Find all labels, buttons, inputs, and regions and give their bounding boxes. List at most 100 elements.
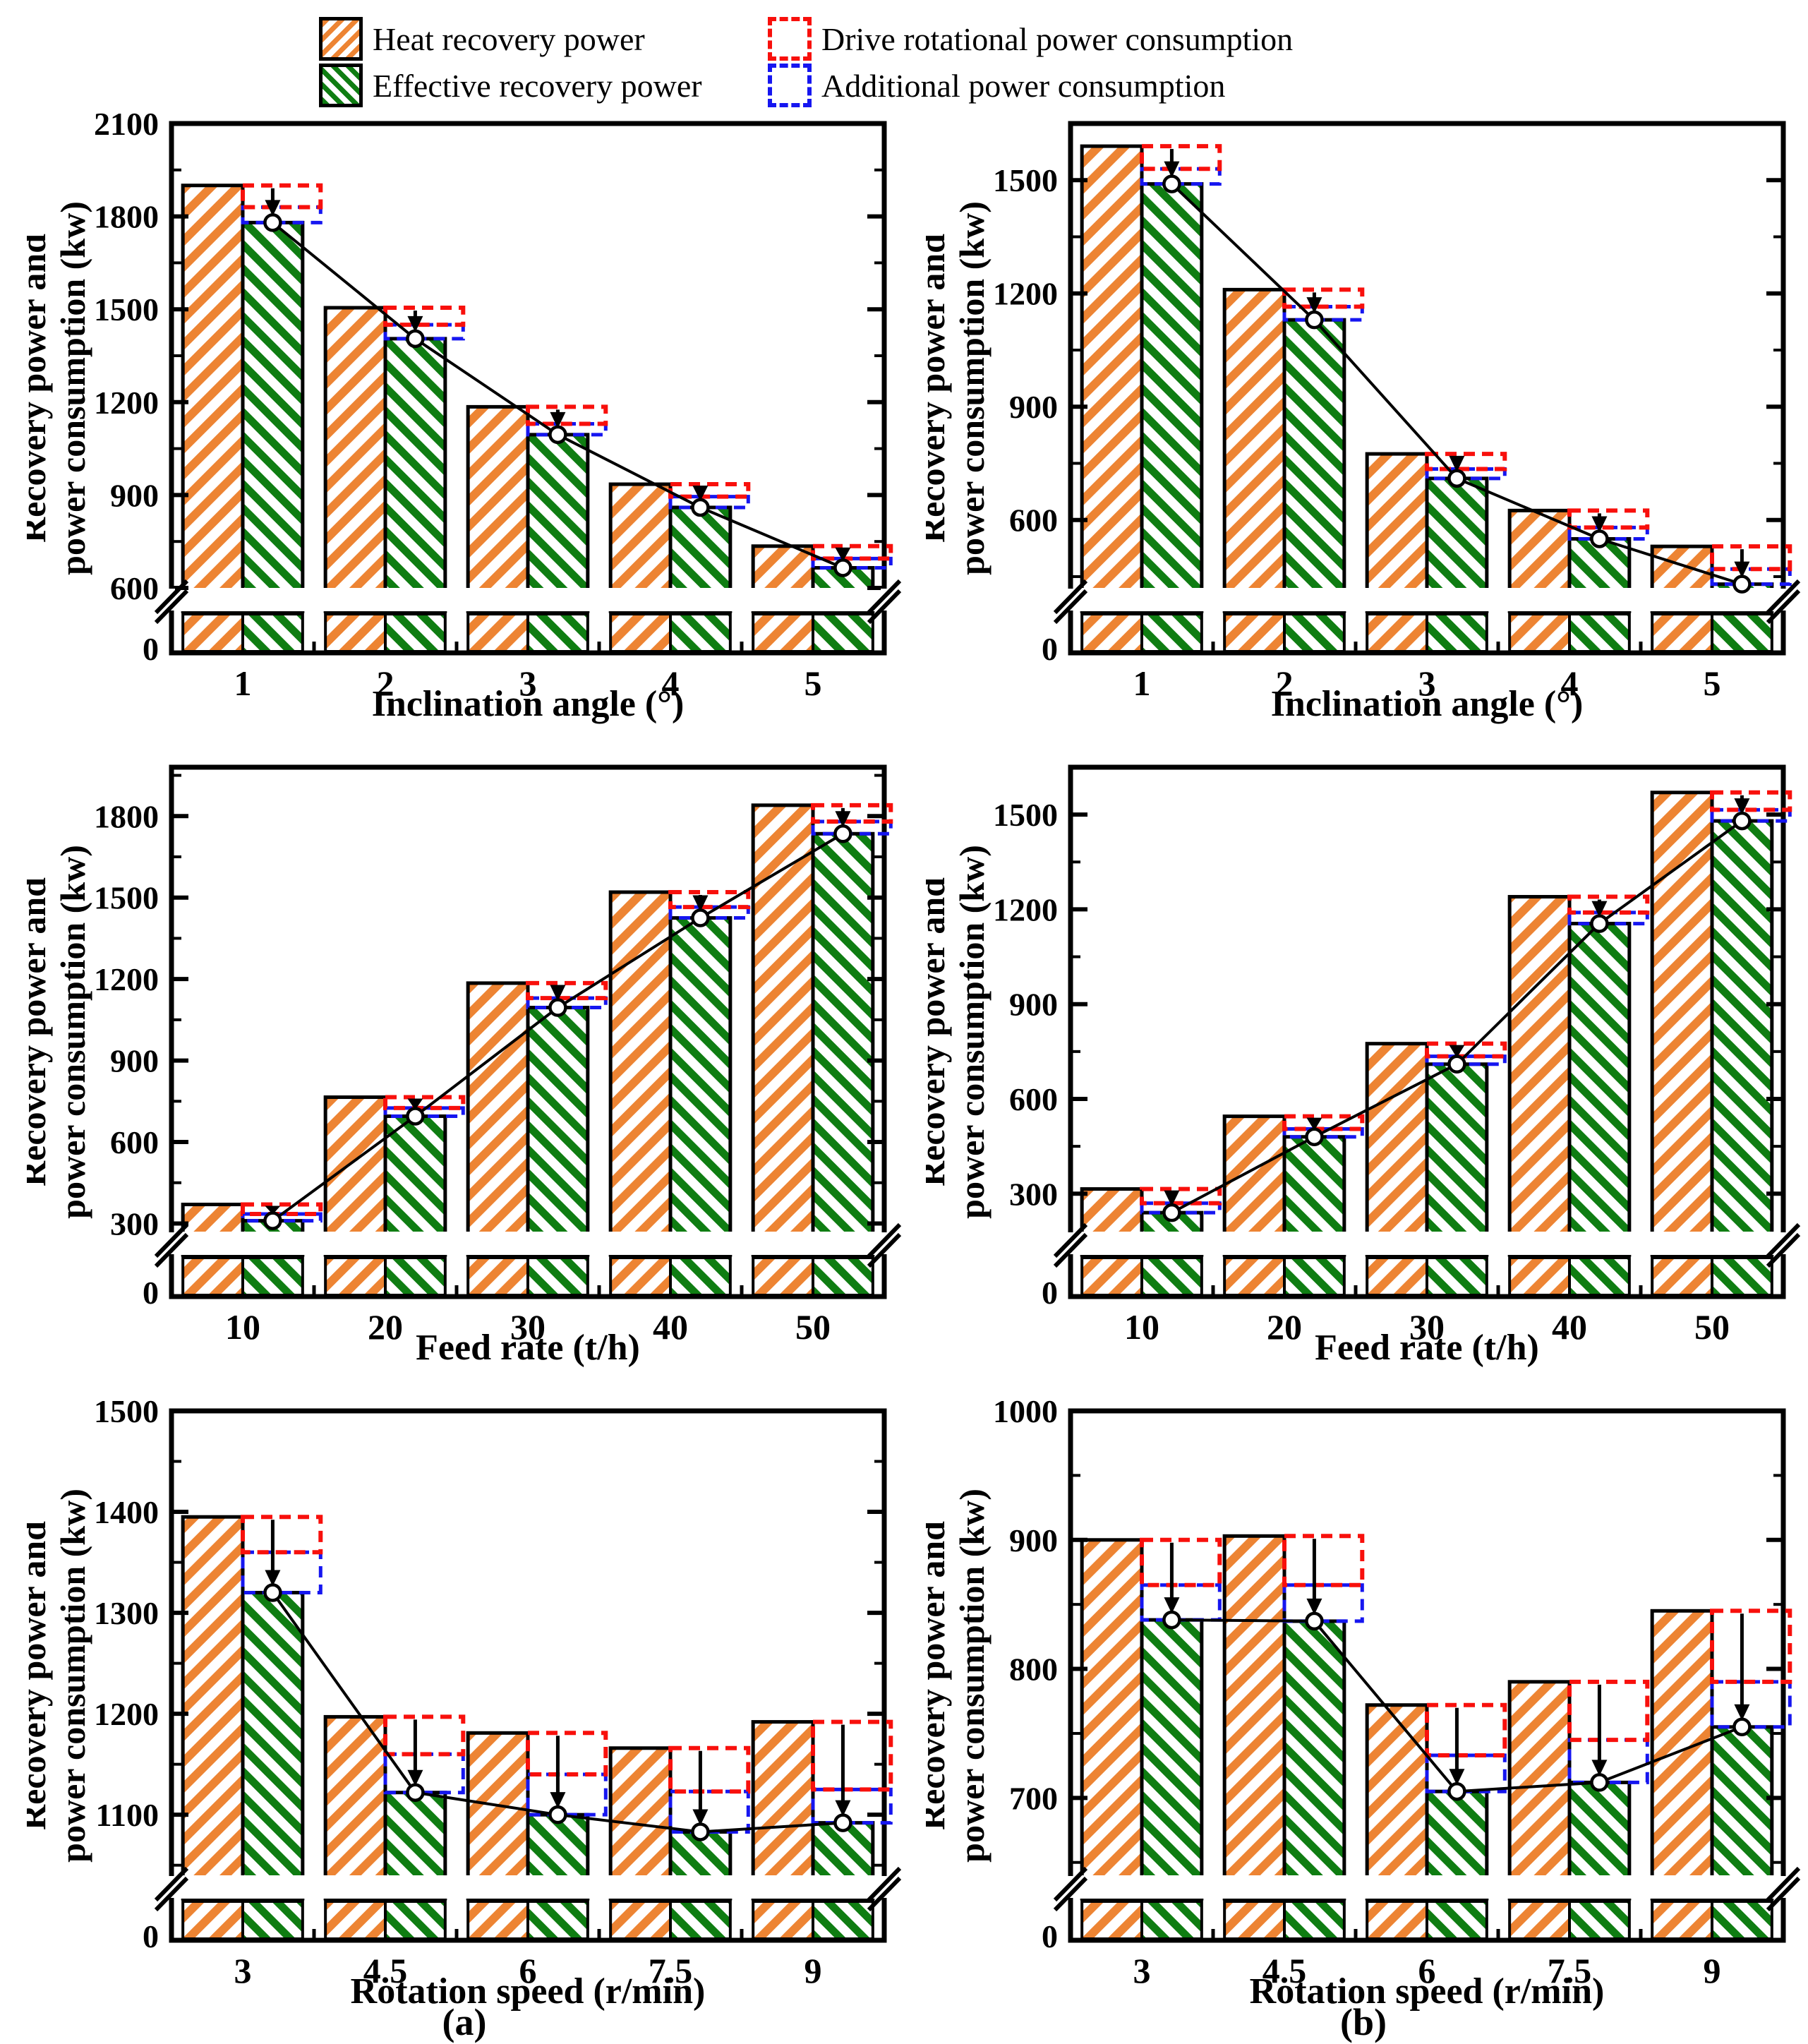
y-axis-title: Recovery power andpower consumption (kw) — [926, 845, 992, 1219]
x-tick-label: 4 — [662, 663, 680, 703]
legend-label: Heat recovery power — [373, 20, 645, 57]
drive-power-box — [668, 1745, 751, 1794]
x-tick-label: 10 — [1124, 1307, 1159, 1347]
bar-effective-stub — [1426, 613, 1488, 653]
chart-rotation-b: 700 800 900 1000 0 3 4.5 6 7.5 9 Rotation speed (r… — [926, 1393, 1801, 2014]
bar-heat-recovery — [181, 184, 245, 613]
y-axis-title: Recovery power andpower consumption (kw) — [926, 1489, 992, 1863]
effective-power-marker — [548, 1805, 567, 1824]
drive-power-box — [1567, 1679, 1650, 1743]
axis-break-slash — [154, 1222, 189, 1258]
x-tick-label: 5 — [804, 663, 822, 703]
x-tick-label: 40 — [1552, 1307, 1587, 1347]
bar-heat-stub — [609, 613, 672, 653]
bar-heat-recovery — [1222, 287, 1286, 613]
bar-heat-stub — [1366, 1256, 1428, 1297]
bar-heat-stub — [466, 1900, 529, 1940]
additional-power-box — [526, 1772, 608, 1817]
legend-label: Effective recovery power — [373, 67, 702, 104]
effective-power-marker — [1305, 310, 1324, 330]
y-axis-title: Recovery power andpower consumption (kw) — [27, 845, 92, 1219]
legend-label: Additional power consumption — [821, 67, 1226, 104]
drop-arrow-head — [550, 411, 566, 428]
x-axis-title: Feed rate (t/h) — [416, 1328, 640, 1368]
bar-effective-stub — [241, 1256, 304, 1297]
caption-a: (a) — [442, 2001, 487, 2043]
bar-effective-stub — [1568, 1256, 1631, 1297]
bar-heat-recovery — [466, 404, 530, 613]
axis-break-slash — [867, 589, 902, 625]
bar-effective-recovery — [1710, 1725, 1774, 1901]
bar-effective-recovery — [241, 1590, 305, 1901]
x-tick-label: 30 — [510, 1307, 546, 1347]
y-axis-title: Recovery power andpower consumption (kw) — [27, 1489, 92, 1863]
axis-break-band — [174, 1232, 881, 1255]
x-tick-label: 20 — [368, 1307, 403, 1347]
y-tick-label: 900 — [1009, 987, 1058, 1023]
bar-heat-stub — [466, 613, 529, 653]
bar-effective-stub — [669, 1256, 732, 1297]
y-tick-label: 1800 — [94, 199, 159, 235]
effective-power-marker — [406, 1107, 425, 1126]
plot-frame — [1068, 121, 1786, 656]
bar-effective-stub — [812, 613, 874, 653]
y-tick-label: 800 — [1009, 1652, 1058, 1688]
x-tick-label: 10 — [225, 1307, 260, 1347]
chart-canvas: 1100 1200 1300 1400 1500 0 3 4.5 6 7.5 9 Rotation s… — [27, 1393, 902, 2012]
bar-effective-recovery — [668, 916, 733, 1257]
drive-power-box — [811, 802, 893, 824]
drop-arrow-head — [1591, 901, 1608, 918]
axis-break-slash — [1053, 1222, 1088, 1258]
bar-effective-stub — [812, 1900, 874, 1940]
x-tick-label: 3 — [234, 1951, 252, 1990]
bar-heat-stub — [1366, 1900, 1428, 1940]
y-tick-label: 2100 — [94, 106, 159, 142]
axis-break-slash — [1053, 1866, 1088, 1902]
bar-heat-recovery — [466, 1731, 530, 1901]
y-tick-label: 1300 — [94, 1595, 159, 1631]
bar-heat-stub — [752, 1256, 815, 1297]
bar-heat-stub — [181, 1900, 244, 1940]
drop-arrow-head — [1449, 1045, 1465, 1058]
effective-power-marker — [691, 498, 710, 517]
bar-heat-recovery — [323, 1714, 387, 1901]
y-tick-label: 900 — [110, 477, 159, 513]
axis-break-slash — [154, 589, 189, 625]
bar-heat-stub — [1080, 1256, 1143, 1297]
bar-heat-stub — [1080, 1900, 1143, 1940]
y-tick-label: 900 — [1009, 389, 1058, 425]
drop-arrow-head — [1734, 561, 1750, 578]
y-zero-label: 0 — [1042, 631, 1058, 667]
x-axis-title: Rotation speed (r/min) — [1250, 1971, 1605, 2012]
chart-feedrate-a: 300 600 900 1200 1500 1800 0 10 20 30 40 50 Feed rat… — [27, 750, 902, 1371]
additional-power-box — [1282, 1583, 1364, 1623]
drop-arrow-head — [1306, 1117, 1322, 1131]
x-tick-label: 7.5 — [1548, 1951, 1592, 1990]
x-tick-label: 9 — [1704, 1951, 1721, 1990]
axis-break-slash — [1053, 589, 1088, 625]
drive-power-box — [383, 1714, 466, 1757]
x-axis-title: Inclination angle (°) — [372, 684, 685, 724]
effective-recovery-swatch-icon — [319, 64, 363, 107]
effective-power-marker — [1732, 575, 1752, 594]
bar-heat-stub — [324, 613, 387, 653]
drop-arrow-head — [265, 1206, 281, 1215]
bar-heat-stub — [1223, 613, 1286, 653]
y-tick-label: 1800 — [94, 798, 159, 834]
y-tick-label: 900 — [1009, 1522, 1058, 1558]
y-tick-label: 1500 — [993, 162, 1058, 198]
effective-power-marker — [1732, 1717, 1752, 1737]
bar-effective-stub — [1711, 613, 1773, 653]
legend: Heat recovery power Effective recovery p… — [0, 4, 1808, 110]
bar-effective-stub — [526, 1256, 589, 1297]
x-tick-label: 5 — [1704, 663, 1721, 703]
drop-arrow-head — [407, 1098, 423, 1110]
drive-power-box — [811, 1719, 893, 1792]
y-tick-label: 1500 — [94, 880, 159, 916]
effective-power-marker — [1447, 1054, 1466, 1074]
bar-effective-stub — [384, 613, 447, 653]
additional-power-swatch-icon — [768, 64, 812, 107]
drive-power-box — [1425, 1702, 1507, 1758]
y-zero-label: 0 — [1042, 1275, 1058, 1311]
y-zero-label: 0 — [1042, 1918, 1058, 1954]
